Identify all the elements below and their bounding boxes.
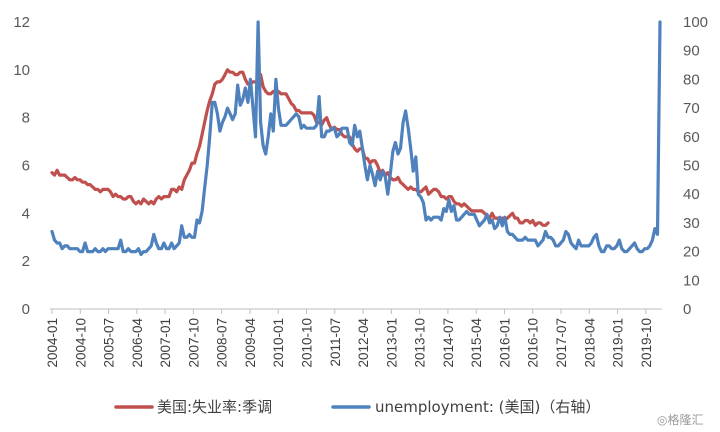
y-right-tick-label: 40	[683, 186, 700, 203]
y-right-tick-label: 0	[683, 301, 691, 318]
right-y-axis: 0 10 20 30 40 50 60 70 80 90 100	[683, 14, 708, 318]
series-line-unemployment-right-axis	[50, 20, 662, 257]
legend: 美国:失业率:季调 unemployment: (美国)（右轴）	[114, 398, 600, 416]
y-right-tick-label: 90	[683, 43, 700, 60]
x-tick-label: 2009-04	[243, 318, 258, 368]
y-left-tick-label: 0	[22, 301, 30, 318]
y-left-tick-label: 6	[22, 158, 30, 175]
y-right-tick-label: 30	[683, 215, 700, 232]
y-right-tick-label: 20	[683, 244, 700, 261]
legend-label-unemployment-rate: 美国:失业率:季调	[157, 398, 272, 416]
y-right-tick-label: 10	[683, 272, 700, 289]
y-right-tick-label: 80	[683, 71, 700, 88]
x-tick-label: 2010-10	[300, 318, 315, 368]
y-left-tick-label: 8	[22, 110, 30, 127]
x-tick-label: 2017-07	[554, 318, 569, 368]
x-tick-label: 2019-01	[611, 318, 626, 368]
y-right-tick-label: 60	[683, 129, 700, 146]
watermark: ◎格隆汇	[657, 412, 703, 427]
x-tick-label: 2005-07	[102, 318, 117, 368]
y-right-tick-label: 70	[683, 100, 700, 117]
x-tick-label: 2013-01	[384, 318, 399, 368]
x-tick-label: 2018-04	[582, 318, 597, 368]
x-tick-label: 2015-04	[469, 318, 484, 368]
x-tick-label: 2006-04	[130, 318, 145, 368]
x-tick-label: 2019-10	[639, 318, 654, 368]
x-tick-label: 2008-07	[215, 318, 230, 368]
x-tick-label: 2016-01	[497, 318, 512, 368]
y-left-tick-label: 4	[22, 205, 30, 222]
left-y-axis: 0 2 4 6 8 10 12	[13, 14, 30, 318]
x-tick-label: 2007-01	[158, 318, 173, 368]
y-right-tick-label: 100	[683, 14, 708, 31]
x-tick-label: 2007-10	[186, 318, 201, 368]
x-tick-label: 2012-04	[356, 318, 371, 368]
series-line-unemployment-rate	[50, 68, 550, 227]
x-tick-label: 2004-10	[73, 318, 88, 368]
x-tick-label: 2013-10	[413, 318, 428, 368]
legend-label-unemployment-right: unemployment: (美国)（右轴）	[375, 398, 600, 416]
x-tick-label: 2011-07	[328, 318, 343, 367]
x-tick-label: 2010-01	[271, 318, 286, 368]
y-right-tick-label: 50	[683, 158, 700, 175]
x-axis: 2004-01 2004-10 2005-07 2006-04 2007-01 2007-…	[45, 309, 654, 368]
x-tick-label: 2014-07	[441, 318, 456, 368]
y-left-tick-label: 2	[22, 253, 30, 270]
plot-area	[50, 20, 662, 257]
x-tick-label: 2016-10	[526, 318, 541, 368]
x-tick-label: 2004-01	[45, 318, 60, 368]
y-left-tick-label: 10	[13, 62, 30, 79]
y-left-tick-label: 12	[13, 14, 30, 31]
